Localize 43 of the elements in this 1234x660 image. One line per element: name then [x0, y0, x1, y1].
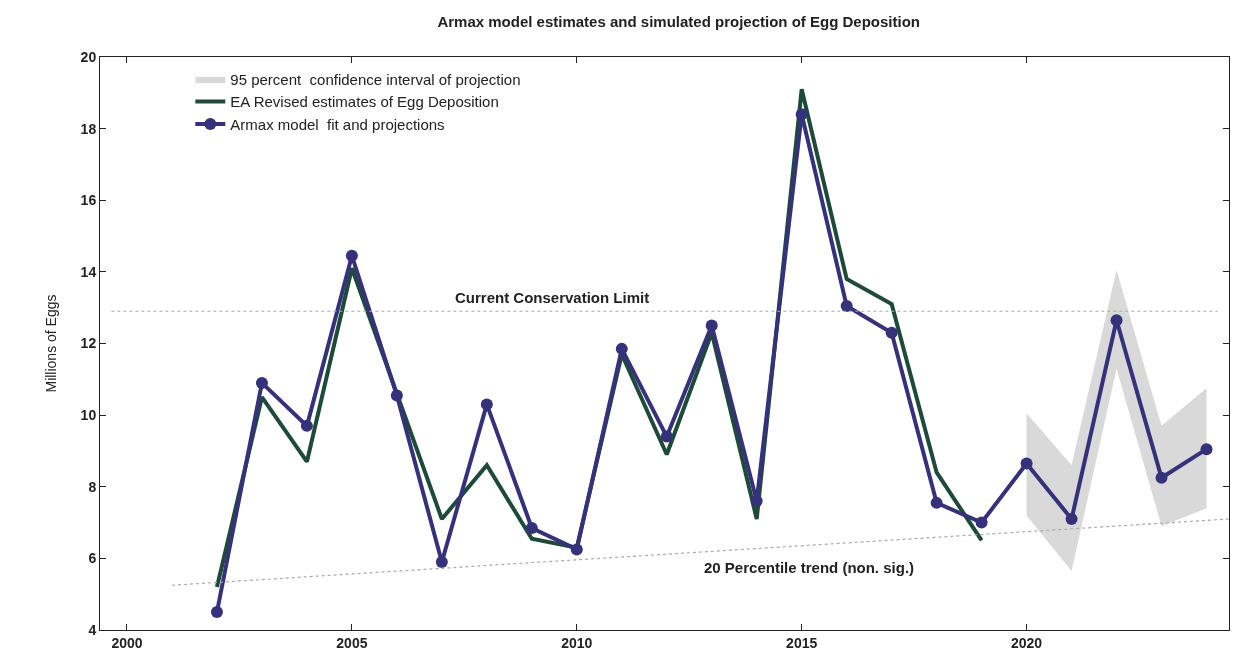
point [390, 389, 403, 402]
point [1155, 471, 1168, 484]
point [345, 249, 358, 262]
point [570, 543, 583, 556]
point [615, 342, 628, 355]
y-tick-label: 8 [88, 478, 97, 495]
x-tick-label: 2015 [786, 634, 818, 651]
point [840, 299, 853, 312]
point [210, 606, 223, 619]
point [930, 496, 943, 509]
point [660, 430, 673, 443]
y-tick-label: 6 [88, 550, 97, 567]
point [795, 108, 808, 121]
point [525, 521, 538, 534]
point [705, 319, 718, 332]
annotation: 20 Percentile trend (non. sig.) [704, 559, 915, 576]
y-tick-label: 20 [80, 48, 97, 65]
x-tick-label: 2000 [111, 634, 143, 651]
y-tick-label: 4 [88, 621, 97, 638]
point [480, 398, 493, 411]
point [300, 419, 313, 432]
point [975, 516, 988, 529]
y-tick-label: 14 [80, 263, 97, 280]
point [1020, 457, 1033, 470]
chart-title: Armax model estimates and simulated projection of Egg Deposition [437, 13, 920, 30]
x-tick-label: 2010 [561, 634, 593, 651]
legend-label: EA Revised estimates of Egg Deposition [230, 93, 499, 111]
point [1200, 443, 1213, 456]
legend-label: Armax model fit and projections [230, 115, 445, 133]
x-tick-label: 2005 [336, 634, 368, 651]
point [1065, 512, 1078, 525]
y-axis-title: Millions of Eggs [43, 294, 60, 393]
point [885, 326, 898, 339]
point [750, 495, 763, 508]
y-tick-label: 16 [80, 192, 97, 209]
point [255, 376, 268, 389]
x-tick-label: 2020 [1011, 634, 1043, 651]
y-tick-label: 12 [80, 335, 97, 352]
ref-line-label: Current Conservation Limit [455, 289, 650, 306]
y-tick-label: 10 [80, 407, 97, 424]
point [1110, 314, 1123, 327]
y-tick-label: 18 [80, 120, 97, 137]
legend-label: 95 percent confidence interval of projection [230, 70, 521, 88]
